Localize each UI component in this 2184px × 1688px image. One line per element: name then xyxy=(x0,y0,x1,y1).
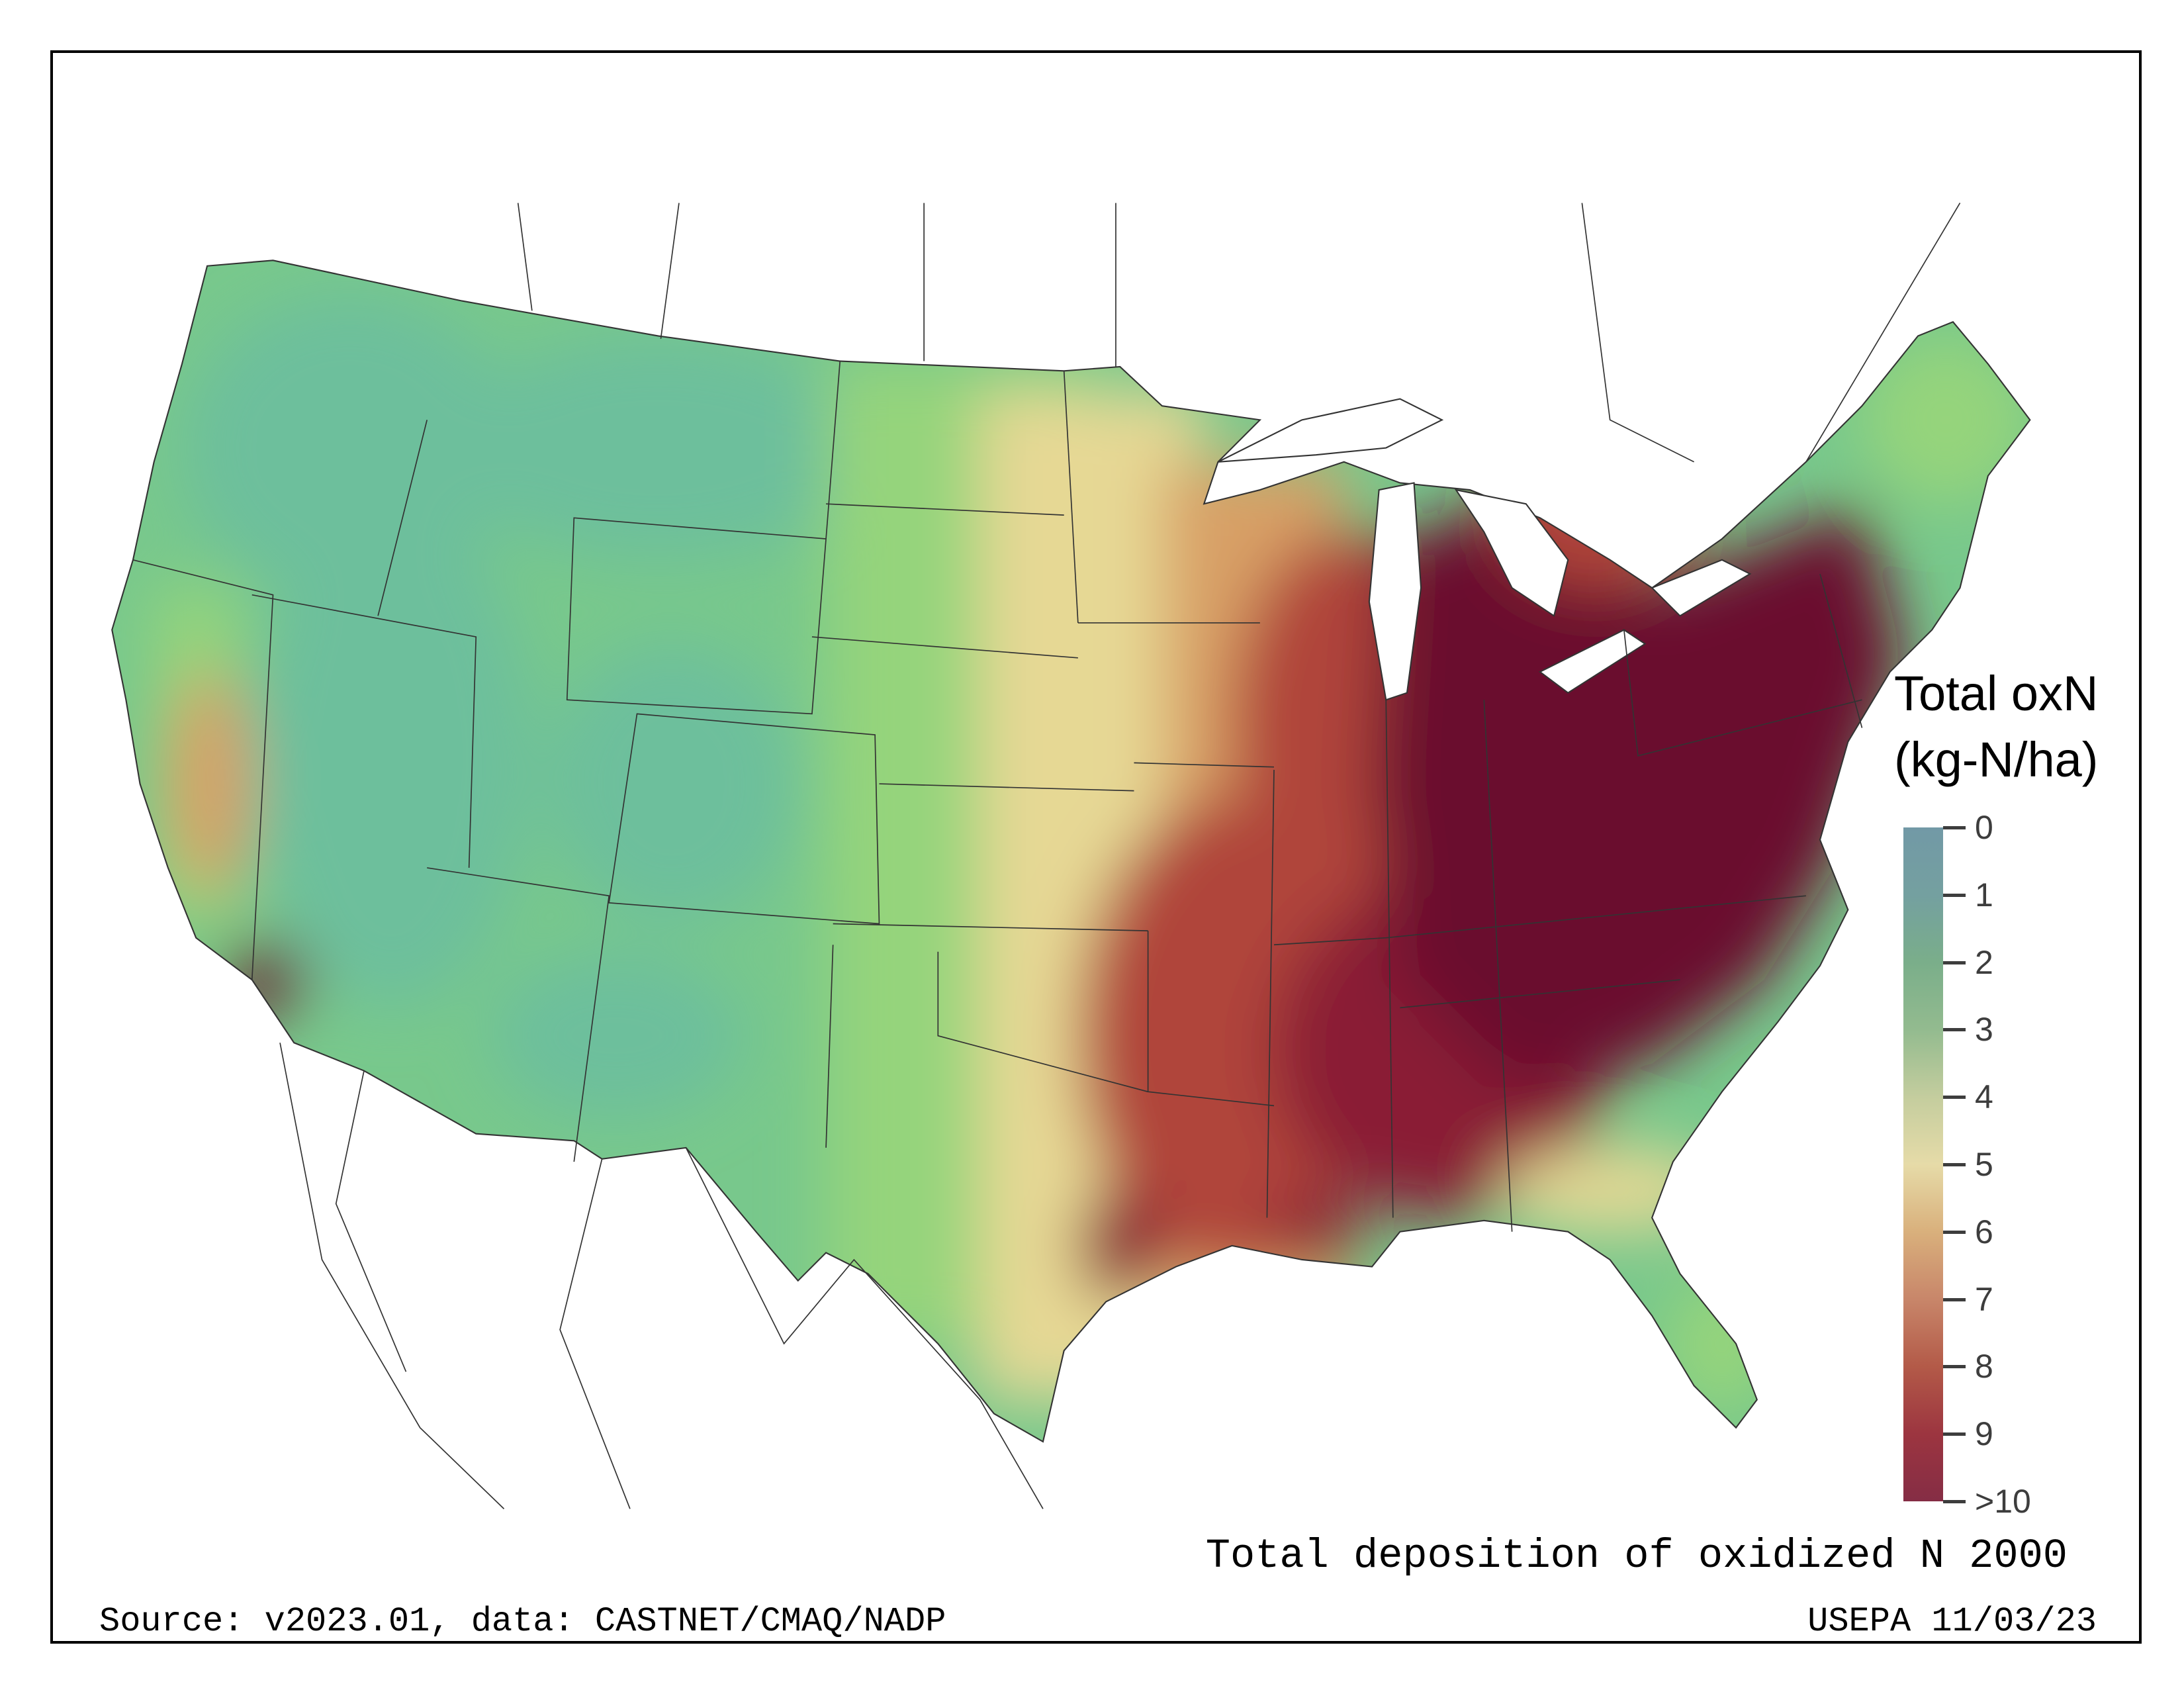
legend-title-line2: (kg-N/ha) xyxy=(1894,732,2099,787)
colorbar-tick-label: 8 xyxy=(1975,1348,1993,1385)
colorbar-tick xyxy=(1943,961,1966,964)
colorbar-tick-label: 1 xyxy=(1975,876,1993,914)
legend-title-line1: Total oxN xyxy=(1894,666,2099,721)
colorbar-tick xyxy=(1943,826,1966,829)
colorbar-tick xyxy=(1943,1432,1966,1436)
source-note: Source: v2023.01, data: CASTNET/CMAQ/NAD… xyxy=(99,1602,946,1641)
colorbar-tick xyxy=(1943,1230,1966,1234)
map-title: Total deposition of oxidized N 2000 xyxy=(1205,1532,2068,1579)
colorbar-tick xyxy=(1943,1163,1966,1166)
colorbar-tick xyxy=(1943,1500,1966,1503)
agency-date: USEPA 11/03/23 xyxy=(1807,1602,2097,1641)
colorbar-tick-label: 4 xyxy=(1975,1078,1993,1116)
neighbor-borders xyxy=(279,203,1961,1509)
colorbar-tick-label: 9 xyxy=(1975,1415,1993,1453)
colorbar-tick-label: 6 xyxy=(1975,1213,1993,1250)
colorbar-tick xyxy=(1943,1096,1966,1100)
colorbar-tick xyxy=(1943,1297,1966,1301)
great-lakes xyxy=(1217,398,1752,701)
colorbar xyxy=(1903,827,1943,1501)
colorbar-tick xyxy=(1943,893,1966,897)
colorbar-tick-label: 0 xyxy=(1975,809,1993,846)
colorbar-tick-label: 5 xyxy=(1975,1146,1993,1183)
colorbar-tick-label: >10 xyxy=(1975,1483,2031,1520)
state-borders xyxy=(132,361,1863,1232)
figure-frame xyxy=(50,50,2142,1644)
colorbar-tick xyxy=(1943,1028,1966,1032)
colorbar-tick-label: 2 xyxy=(1975,943,1993,981)
colorbar-tick-label: 7 xyxy=(1975,1280,1993,1318)
colorbar-tick-label: 3 xyxy=(1975,1011,1993,1049)
colorbar-tick xyxy=(1943,1365,1966,1369)
